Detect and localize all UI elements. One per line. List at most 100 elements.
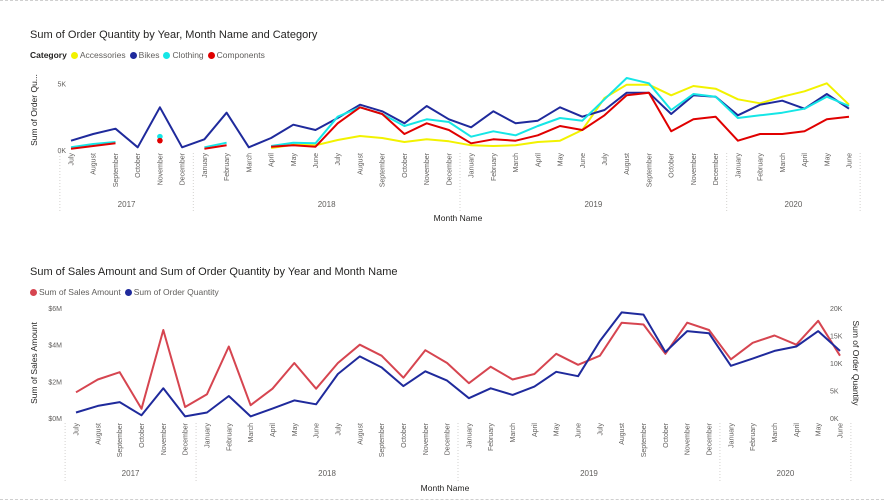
y-axis-title: Sum of Sales Amount <box>29 321 39 403</box>
x-tick-label-33: April <box>802 153 809 167</box>
x-tick-label-13: August <box>357 153 364 175</box>
y2-tick-label-2: 10K <box>830 361 843 368</box>
y-tick-label-1: $2M <box>48 379 62 386</box>
series-line-accessories-0 <box>270 82 850 149</box>
legend-dot-bikes <box>129 51 137 59</box>
legend-item-components[interactable]: Components <box>207 50 265 60</box>
x-tick-label-14: September <box>380 152 387 187</box>
x-tick-label-1: August <box>91 153 98 175</box>
y2-axis-title: Sum of Order Quantity <box>851 320 861 406</box>
order-quantity-category-visual[interactable]: Sum of Order Quantity by Year, Month Nam… <box>0 0 884 250</box>
x-tick-label-28: November <box>685 422 692 455</box>
x-tick-label-16: November <box>423 422 430 455</box>
chart1-legend: Category Accessories Bikes Clothing Comp… <box>30 50 269 60</box>
x-tick-label-30: January <box>728 423 735 448</box>
y-tick-label-0: $0M <box>48 416 62 423</box>
x-tick-label-7: February <box>226 423 233 452</box>
x-tick-label-14: September <box>379 422 386 457</box>
series-line-components-0 <box>70 142 116 150</box>
x-tick-label-11: June <box>314 423 321 438</box>
x-tick-label-17: December <box>445 422 452 455</box>
x-tick-label-18: January <box>469 153 476 178</box>
x-tick-label-21: April <box>535 153 542 167</box>
series-line-sum-of-sales-amount-0 <box>75 319 841 410</box>
x-tick-label-9: April <box>270 423 277 437</box>
x-tick-label-0: July <box>74 423 81 436</box>
x-tick-label-25: August <box>619 423 626 445</box>
x-tick-label-4: November <box>157 152 164 185</box>
year-label-2019: 2019 <box>580 469 598 478</box>
x-tick-label-33: April <box>794 423 801 437</box>
legend-item-accessories[interactable]: Accessories <box>70 50 126 60</box>
legend-label-order-quantity: Sum of Order Quantity <box>133 287 219 297</box>
year-label-2017: 2017 <box>122 469 140 478</box>
year-label-2017: 2017 <box>118 200 136 209</box>
legend-label-sales-amount: Sum of Sales Amount <box>39 287 121 297</box>
x-tick-label-6: January <box>204 423 211 448</box>
legend-dot-components <box>207 51 215 59</box>
x-tick-label-21: April <box>532 423 539 437</box>
x-tick-label-29: December <box>713 152 720 185</box>
x-tick-label-32: March <box>772 423 779 443</box>
x-tick-label-28: November <box>691 152 698 185</box>
x-tick-label-24: July <box>597 423 604 436</box>
x-tick-label-23: June <box>576 423 583 438</box>
x-tick-label-2: September <box>117 422 124 457</box>
x-tick-label-12: July <box>335 153 342 166</box>
x-tick-label-12: July <box>335 423 342 436</box>
x-tick-label-8: March <box>248 423 255 443</box>
y2-tick-label-0: 0K <box>830 416 839 423</box>
x-tick-label-35: June <box>847 153 854 168</box>
series-line-components-3 <box>271 91 850 148</box>
x-tick-label-23: June <box>580 153 587 168</box>
year-label-2019: 2019 <box>584 200 602 209</box>
x-tick-label-27: October <box>663 422 670 448</box>
x-tick-label-5: December <box>183 422 190 455</box>
legend-label-components: Components <box>216 50 265 60</box>
x-tick-label-20: March <box>510 423 517 443</box>
x-tick-label-19: February <box>488 423 495 452</box>
x-tick-label-7: February <box>224 153 231 182</box>
y2-tick-label-3: 15K <box>830 334 843 341</box>
x-tick-label-2: September <box>113 152 120 187</box>
x-tick-label-29: December <box>707 422 714 455</box>
legend-item-clothing[interactable]: Clothing <box>163 50 204 60</box>
x-tick-label-30: January <box>735 153 742 178</box>
legend-item-bikes[interactable]: Bikes <box>129 50 160 60</box>
legend-dot-accessories <box>70 51 78 59</box>
legend-label-bikes: Bikes <box>138 50 160 60</box>
x-tick-label-1: August <box>95 423 102 445</box>
legend-label-clothing: Clothing <box>172 50 204 60</box>
y-tick-label-3: $6M <box>48 306 62 313</box>
x-tick-label-3: October <box>139 422 146 448</box>
chart1-title: Sum of Order Quantity by Year, Month Nam… <box>30 29 318 41</box>
x-tick-label-6: January <box>202 153 209 178</box>
year-label-2020: 2020 <box>785 200 803 209</box>
y2-tick-label-1: 5K <box>830 389 839 396</box>
legend-item-sales-amount[interactable]: Sum of Sales Amount <box>30 287 121 297</box>
legend-item-order-quantity[interactable]: Sum of Order Quantity <box>124 287 219 297</box>
chart1-legend-title: Category <box>30 50 67 60</box>
x-tick-label-15: October <box>401 422 408 448</box>
x-tick-label-32: March <box>780 153 787 173</box>
x-tick-label-25: August <box>624 153 631 175</box>
y2-tick-label-4: 20K <box>830 306 843 313</box>
x-tick-label-22: May <box>558 153 565 167</box>
x-tick-label-31: February <box>750 423 757 452</box>
x-tick-label-13: August <box>357 423 364 445</box>
x-axis-title: Month Name <box>434 213 483 223</box>
x-tick-label-26: September <box>646 152 653 187</box>
x-axis-title: Month Name <box>421 483 470 493</box>
x-tick-label-0: July <box>69 153 76 166</box>
year-label-2020: 2020 <box>777 469 795 478</box>
x-tick-label-17: December <box>446 152 453 185</box>
x-tick-label-9: April <box>269 153 276 167</box>
chart1-plot: 0K 5K Sum of Order Qu... July August Septembe… <box>29 74 861 223</box>
chart2-title: Sum of Sales Amount and Sum of Order Qua… <box>30 266 398 278</box>
x-tick-label-16: November <box>424 152 431 185</box>
legend-dot-sales-amount <box>30 288 37 296</box>
chart2-legend: Sum of Sales Amount Sum of Order Quantit… <box>30 287 223 297</box>
x-tick-label-11: June <box>313 153 320 168</box>
